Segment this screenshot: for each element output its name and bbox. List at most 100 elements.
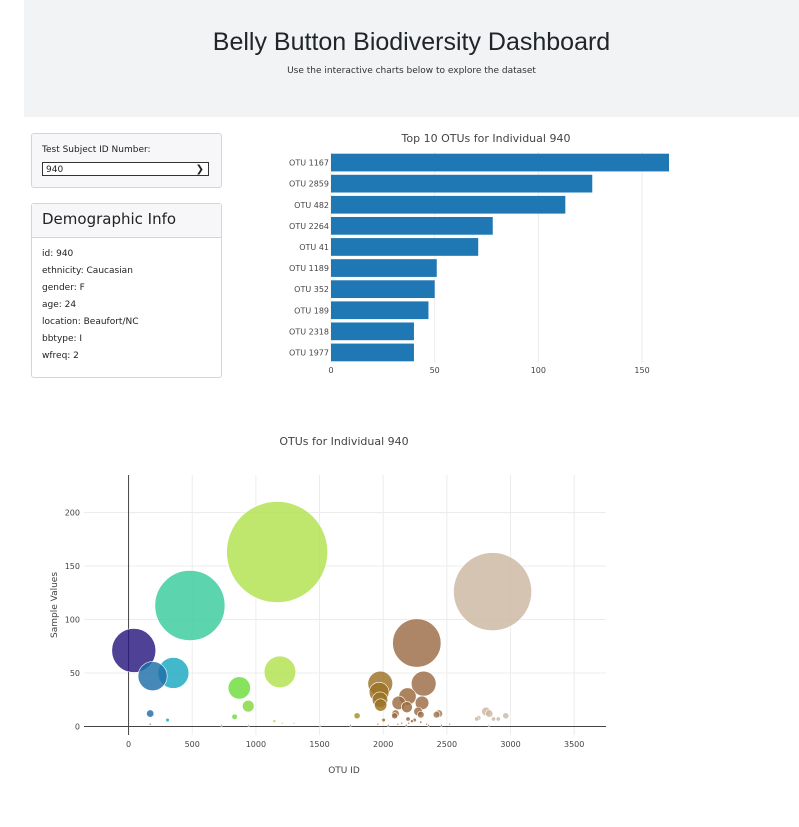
bubble-point — [419, 720, 423, 724]
demographic-row-bbtype: bbtype: I — [42, 334, 83, 344]
bar-category-label: OTU 41 — [299, 243, 329, 252]
bubble-point — [474, 716, 480, 722]
bubble-point — [485, 709, 494, 718]
bubble-y-tick-label: 0 — [75, 722, 80, 731]
bubble-y-tick-label: 200 — [65, 508, 80, 517]
bubble-point — [272, 719, 277, 723]
bubble-point — [281, 721, 284, 725]
bubble-x-tick-label: 1000 — [246, 740, 266, 749]
bubble-point — [400, 701, 413, 714]
bar-category-label: OTU 352 — [294, 285, 329, 294]
bubble-point — [374, 698, 388, 712]
top10-bar-chart: Top 10 OTUs for Individual 940 0 50 100 150… — [289, 132, 669, 375]
bubble-point — [392, 618, 442, 668]
demographic-row-ethnicity: ethnicity: Caucasian — [42, 266, 133, 276]
demographic-row-age: age: 24 — [42, 300, 77, 310]
bubble-point — [263, 655, 297, 688]
demographic-row-gender: gender: F — [42, 283, 85, 293]
bar — [331, 216, 493, 235]
bubble-point — [220, 724, 223, 727]
bubble-point — [386, 724, 390, 727]
bubble-point — [353, 712, 361, 720]
bar — [331, 259, 437, 277]
bubble-point — [227, 676, 251, 700]
bar — [331, 343, 414, 362]
bubble-chart-title: OTUs for Individual 940 — [279, 435, 408, 448]
bubble-point — [226, 501, 328, 603]
bubble-x-tick-label: 2500 — [437, 740, 457, 749]
bar-category-label: OTU 1977 — [289, 348, 329, 357]
demographic-row-location: location: Beaufort/NC — [42, 317, 139, 327]
bubble-point — [318, 724, 322, 727]
bubble-point — [405, 724, 408, 727]
bubble-point — [410, 719, 414, 723]
bubble-point — [427, 724, 430, 727]
bubble-point — [502, 712, 510, 720]
bubble-point — [349, 724, 352, 727]
page-title: Belly Button Biodiversity Dashboard — [212, 28, 611, 56]
bar — [331, 280, 435, 299]
bar-chart-title: Top 10 OTUs for Individual 940 — [401, 132, 571, 145]
chevron-down-icon: ❯ — [195, 164, 204, 175]
demographic-info-panel: Demographic Info id: 940 ethnicity: Cauc… — [31, 203, 222, 378]
bubble-y-tick-label: 100 — [65, 615, 80, 624]
bubble-point — [242, 699, 255, 713]
bar-x-tick-label: 150 — [634, 366, 649, 375]
subject-id-select[interactable]: 940 ❯ — [42, 162, 209, 176]
bubble-point — [146, 709, 155, 718]
bubble-x-tick-label: 2000 — [373, 740, 393, 749]
bubble-point — [432, 710, 441, 719]
demographic-info-list: id: 940 ethnicity: Caucasian gender: F a… — [42, 248, 139, 367]
bubble-point — [376, 723, 380, 726]
bar-category-label: OTU 1189 — [289, 264, 329, 273]
bar-category-label: OTU 2264 — [289, 222, 329, 231]
bubble-point — [111, 628, 157, 673]
bar-category-label: OTU 1167 — [289, 159, 329, 168]
bar — [331, 238, 479, 256]
bubble-y-tick-label: 150 — [65, 562, 80, 571]
bubble-point — [231, 713, 238, 720]
bubble-point — [490, 716, 496, 722]
page-subtitle: Use the interactive charts below to expl… — [287, 66, 536, 76]
bar-category-label: OTU 2859 — [289, 180, 329, 189]
bubble-x-tick-label: 1500 — [309, 740, 329, 749]
bubble-point — [495, 716, 501, 722]
bar-category-label: OTU 189 — [294, 306, 329, 315]
subject-id-value: 940 — [46, 165, 64, 175]
bubble-point — [487, 724, 491, 727]
bubble-point — [417, 710, 425, 719]
bubble-point — [453, 552, 532, 631]
demographic-info-title: Demographic Info — [32, 204, 221, 238]
bar — [331, 322, 414, 341]
bubble-point — [425, 723, 428, 726]
bubble-point — [405, 716, 411, 722]
bubble-y-axis-label: Sample Values — [50, 572, 60, 638]
bubble-point — [165, 717, 170, 723]
bar — [331, 301, 429, 320]
bubble-point — [292, 721, 296, 725]
bubble-point — [148, 723, 152, 726]
bubble-point — [400, 721, 404, 725]
bubble-point — [391, 712, 399, 720]
bubble-y-tick-label: 50 — [70, 669, 80, 678]
bubble-point — [407, 721, 410, 725]
bar-category-label: OTU 482 — [294, 201, 329, 210]
bubble-point — [440, 724, 443, 727]
bar — [331, 195, 566, 214]
bubble-x-axis-label: OTU ID — [328, 766, 360, 776]
dashboard-header: Belly Button Biodiversity Dashboard Use … — [24, 0, 799, 117]
demographic-row-id: id: 940 — [42, 249, 74, 259]
bubble-x-tick-label: 0 — [126, 740, 131, 749]
subject-selector-card: Test Subject ID Number: 940 ❯ — [31, 133, 222, 188]
subject-selector-label: Test Subject ID Number: — [42, 145, 151, 155]
bubble-x-tick-label: 3000 — [500, 740, 520, 749]
bubble-point — [247, 724, 250, 727]
bar-x-tick-label: 100 — [531, 366, 546, 375]
bubble-point — [137, 661, 168, 692]
bar-x-tick-label: 0 — [328, 366, 333, 375]
bar — [331, 153, 669, 172]
bubble-point — [448, 723, 451, 726]
otu-bubble-chart: OTUs for Individual 940 OTU ID Sample Va… — [50, 435, 606, 776]
bar — [331, 174, 593, 193]
bubble-x-tick-label: 500 — [185, 740, 200, 749]
